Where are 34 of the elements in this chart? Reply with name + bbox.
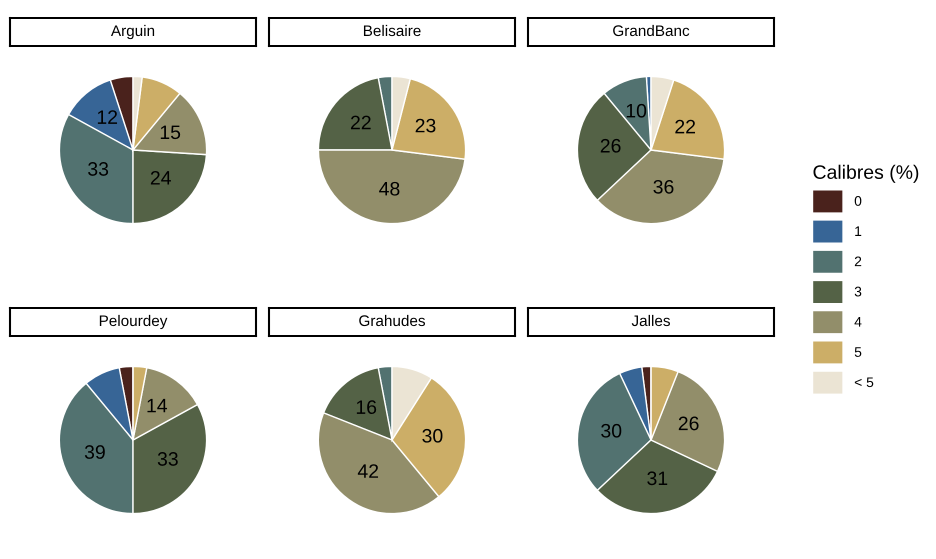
legend-label: 3 <box>854 286 862 297</box>
legend-label: 1 <box>855 226 862 236</box>
data-label: 36 <box>653 180 674 194</box>
data-label: 30 <box>422 428 442 443</box>
data-label: 39 <box>84 445 105 459</box>
data-label: 33 <box>158 452 178 466</box>
chart-title: Jalles <box>632 314 670 326</box>
data-label: 14 <box>147 398 168 412</box>
legend-label: 0 <box>854 196 862 206</box>
data-label: 42 <box>358 464 378 478</box>
data-label: 22 <box>675 120 696 134</box>
chart-title: GrandBanc <box>613 24 690 36</box>
legend-label: < 5 <box>854 377 874 388</box>
data-label: 10 <box>626 104 646 118</box>
data-label: 30 <box>601 424 622 438</box>
data-label: 24 <box>150 170 171 185</box>
legend-title: Calibres (%) <box>813 164 918 183</box>
data-label: 33 <box>88 162 108 176</box>
legend-label: 5 <box>854 347 862 357</box>
data-label: 23 <box>416 118 436 132</box>
chart-title: Pelourdey <box>100 314 168 330</box>
legend-label: 4 <box>854 317 862 327</box>
data-label: 26 <box>600 138 621 153</box>
chart-title: Belisaire <box>364 24 421 36</box>
chart-title: Grahudes <box>359 314 425 326</box>
data-label: 22 <box>350 116 371 130</box>
data-label: 26 <box>678 416 699 430</box>
data-label: 48 <box>379 182 400 196</box>
data-label: 31 <box>647 471 668 486</box>
data-label: 16 <box>356 400 376 414</box>
data-label: 12 <box>98 110 118 124</box>
legend-label: 2 <box>854 256 862 266</box>
data-label: 15 <box>160 126 180 140</box>
chart-title: Arguin <box>110 24 154 40</box>
